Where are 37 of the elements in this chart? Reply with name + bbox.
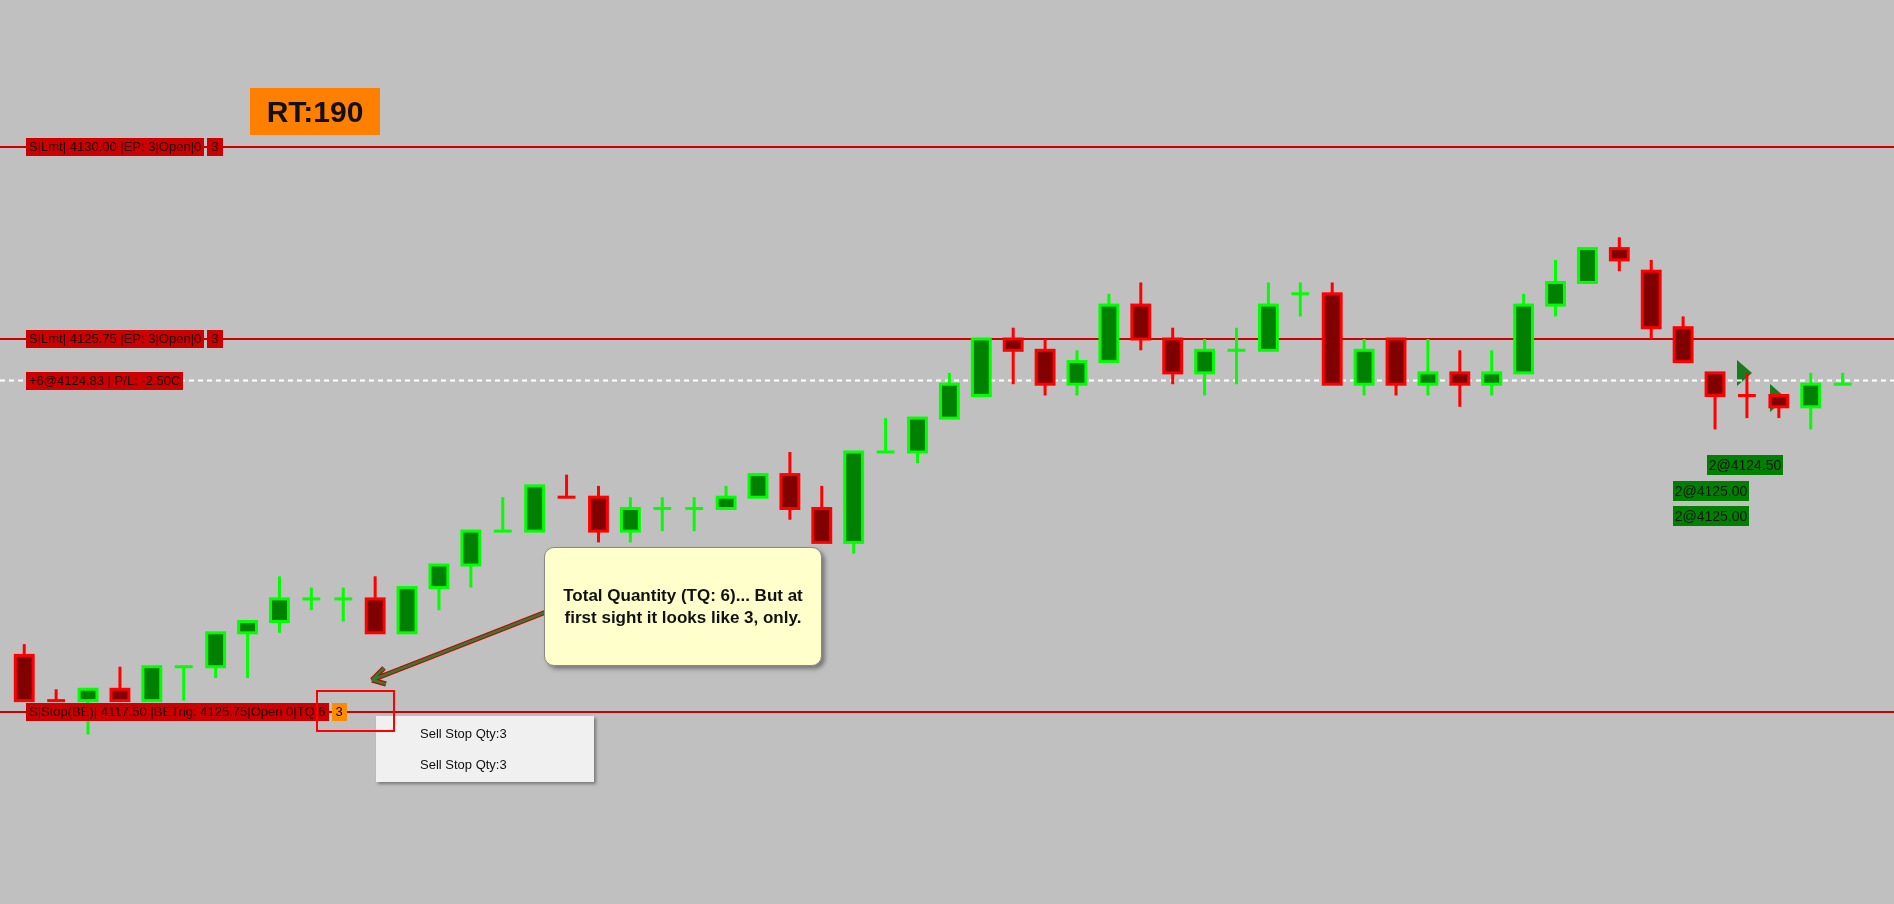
menu-item: Sell Stop Qty:3 bbox=[420, 755, 508, 774]
candlestick bbox=[653, 497, 673, 533]
order-tag: +6@4124.83 | P/L: -2.50C bbox=[26, 371, 184, 390]
candlestick bbox=[1194, 339, 1216, 396]
candlestick bbox=[428, 563, 450, 612]
fill-box: 2@4124.50 bbox=[1707, 455, 1783, 475]
candlestick bbox=[1545, 258, 1566, 317]
order-tag: S|Stop(BE)| 4117.50 |BETrig: 4125.75|Open 0|TQ:6 bbox=[26, 702, 329, 721]
candlestick bbox=[1002, 327, 1024, 386]
candlestick bbox=[1417, 339, 1439, 396]
fill-box: 2@4125.00 bbox=[1673, 481, 1749, 501]
candlestick bbox=[1449, 350, 1471, 407]
candlestick bbox=[492, 497, 512, 533]
candlestick bbox=[1291, 282, 1311, 317]
candlestick bbox=[619, 497, 641, 543]
candlestick bbox=[1608, 237, 1630, 273]
candlestick bbox=[109, 666, 131, 703]
candlestick bbox=[237, 620, 258, 678]
quantity-tag: 3 bbox=[207, 137, 223, 156]
candlestick bbox=[1481, 350, 1503, 396]
quantity-tag: 3 bbox=[331, 702, 347, 721]
status-box: RT:190 bbox=[250, 88, 380, 135]
fill-box: 2@4125.00 bbox=[1673, 506, 1749, 526]
candlestick bbox=[269, 576, 290, 633]
candlestick bbox=[334, 587, 354, 622]
order-tag: S|Lmt| 4125.75 |EP: 3|Open|0 bbox=[26, 330, 205, 348]
candlestick bbox=[1704, 371, 1726, 430]
candlestick bbox=[173, 665, 193, 701]
candlestick bbox=[1066, 350, 1088, 396]
candlestick bbox=[715, 484, 737, 510]
menu-item: Sell Stop Qty:3 bbox=[420, 724, 508, 743]
candlestick bbox=[747, 473, 769, 499]
order-tag: S|Lmt| 4130.00 |EP: 3|Open|0 bbox=[26, 137, 205, 156]
callout-box: Total Quantity (TQ: 6)... But at first sight it looks like 3, only. bbox=[544, 547, 822, 666]
quantity-tag: 3 bbox=[207, 330, 223, 348]
candlestick bbox=[1800, 371, 1822, 430]
candlestick bbox=[685, 497, 705, 533]
